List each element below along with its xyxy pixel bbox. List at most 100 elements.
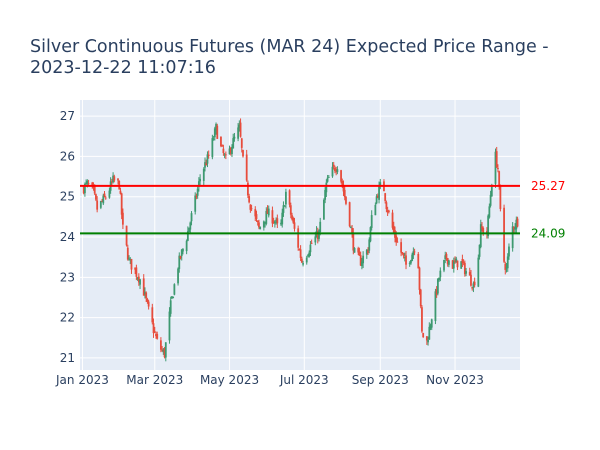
candle-body [298,249,301,251]
candle-body [145,292,148,299]
candle-body [497,167,499,170]
candle-body [220,136,222,147]
candle-body [264,221,266,224]
candle-body [91,182,94,187]
y-tick-label: 23 [60,270,75,284]
candle-body [307,255,309,257]
candle-body [125,225,128,246]
candle-body [262,221,265,228]
candle-body [490,184,493,197]
candle-body [316,231,319,240]
candle-body [233,136,236,139]
candle-body [309,244,312,253]
y-tick-label: 22 [60,311,75,325]
candle-body [396,241,399,243]
candle-body [281,212,284,225]
candlesticks [82,118,519,362]
candle-body [232,138,235,149]
candle-body [102,195,105,204]
candle-body [326,177,329,182]
candle-body [151,307,154,323]
candle-body [385,202,388,210]
candle-body [319,221,322,232]
candle-body [139,279,141,285]
candle-body [280,222,282,225]
candle-body [353,248,356,253]
candle-body [504,263,507,270]
candle-body [297,228,300,248]
candle-body [435,289,438,295]
candle-body [195,195,198,197]
candle-body [368,239,371,251]
candle-body [324,190,327,200]
candle-body [318,230,320,239]
chart-title-line-2: 2023-12-22 11:07:16 [30,58,216,78]
candle-body [378,185,380,200]
candle-body [400,242,403,253]
candle-body [402,253,405,256]
candle-body [376,195,379,198]
candle-body [224,154,227,156]
candle-body [240,138,243,148]
candle-body [444,255,447,260]
y-tick-label: 25 [60,190,75,204]
candle-body [498,171,501,186]
candle-body [340,170,342,182]
candle-body [451,260,454,269]
candle-body [386,210,389,213]
candle-body [292,218,295,223]
candle-body [341,180,344,186]
candle-body [489,194,492,206]
candle-body [255,214,258,219]
candle-body [99,201,102,208]
candle-body [349,227,352,228]
candle-body [345,196,347,204]
candle-body [238,124,241,128]
candle-body [101,200,103,202]
x-tick-label: Mar 2023 [126,373,183,387]
candle-body [245,154,248,181]
candle-body [103,193,106,197]
candle-body [211,138,214,158]
candle-body [352,232,355,251]
candle-body [293,222,296,229]
candle-body [163,348,166,358]
candle-body [180,249,183,257]
candle-body [302,263,304,265]
candle-body [130,258,133,270]
candle-body [362,255,365,264]
candle-body [305,257,308,263]
candle-body [367,250,369,253]
candle-body [229,147,232,153]
candle-body [206,154,209,164]
candle-body [448,260,450,265]
candle-body [434,291,437,322]
candle-body [443,259,445,271]
candle-body [93,185,96,194]
candle-body [300,258,303,263]
candle-body [348,202,351,227]
candle-body [194,195,197,212]
candle-body [461,258,464,264]
candle-body [231,147,233,155]
candle-body [185,240,188,252]
candle-body [186,231,189,241]
candle-body [401,252,404,254]
candle-body [173,284,176,295]
candle-body [250,208,253,210]
candle-body [159,340,162,350]
candle-body [223,154,226,156]
candle-body [202,168,205,181]
candle-body [439,270,442,278]
x-tick-label: May 2023 [200,373,259,387]
candle-body [283,205,286,207]
candle-body [482,228,485,234]
candle-body [276,218,279,224]
candle-body [505,267,508,269]
candle-body [177,268,179,284]
candle-body [267,208,270,216]
candle-body [429,325,432,329]
candle-body [495,151,498,168]
y-axis: 21 22 23 24 25 26 27 [60,109,75,365]
candle-body [266,208,269,214]
